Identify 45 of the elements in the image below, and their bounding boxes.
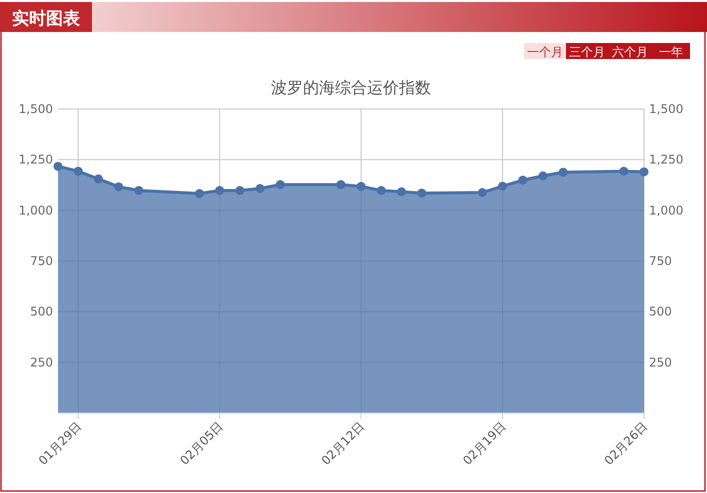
text: 六个月: [612, 45, 648, 59]
point: [518, 176, 528, 185]
point: [336, 180, 346, 190]
point: [417, 188, 426, 198]
y-tick-label: 250: [30, 355, 53, 370]
x-tick-label: 02月26日: [602, 419, 650, 468]
point: [478, 188, 487, 197]
chart-title: 波罗的海综合运价指数: [271, 78, 431, 97]
point: [114, 182, 124, 192]
point: [194, 189, 204, 198]
text: 一年: [659, 45, 683, 59]
y-tick-label: 500: [30, 304, 53, 319]
y2-tick-label: 1,250: [649, 152, 684, 167]
point: [376, 186, 386, 195]
y2-tick-label: 500: [649, 304, 672, 319]
x-tick-label: 01月29日: [36, 419, 84, 468]
point: [74, 166, 83, 176]
text: 实时图表: [12, 9, 81, 29]
point: [538, 171, 548, 180]
x-tick-label: 02月12日: [318, 419, 368, 468]
y-tick-label: 1,500: [18, 102, 53, 116]
y2-tick-label: 1,500: [649, 102, 684, 116]
point: [235, 186, 244, 195]
point: [134, 186, 144, 195]
y-tick-label: 1,250: [18, 152, 53, 167]
y-tick-label: 1,000: [18, 203, 53, 218]
point: [276, 180, 285, 190]
point: [215, 186, 224, 195]
y-tick-label: 750: [30, 254, 53, 268]
point: [558, 168, 568, 177]
point: [619, 166, 628, 176]
point: [498, 182, 508, 191]
point: [94, 174, 103, 184]
point: [356, 182, 366, 191]
point: [640, 167, 648, 176]
y2-tick-label: 750: [649, 254, 672, 268]
point: [54, 162, 62, 171]
point: [397, 187, 406, 196]
x-tick-label: 02月19日: [460, 419, 509, 468]
y2-tick-label: 1,000: [649, 203, 684, 218]
text: 三个月: [569, 45, 605, 59]
y2-tick-label: 250: [649, 355, 672, 370]
point: [256, 184, 265, 193]
x-tick-label: 02月05日: [177, 419, 226, 468]
text: 一个月: [527, 45, 563, 59]
